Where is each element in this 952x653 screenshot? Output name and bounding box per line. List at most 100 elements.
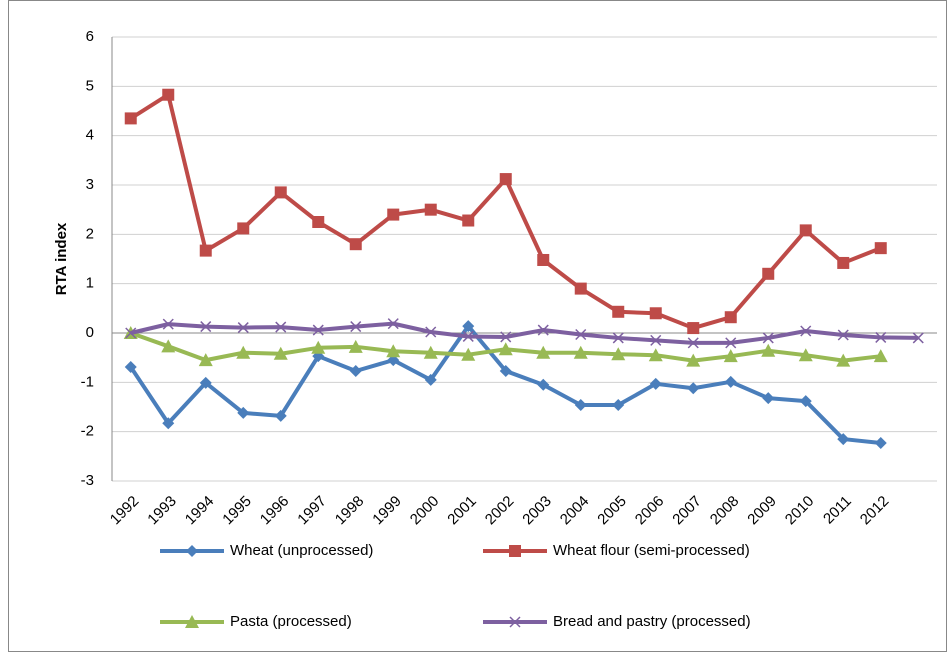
marker	[162, 88, 175, 101]
marker	[837, 256, 850, 269]
marker	[349, 364, 362, 377]
y-tick-label: -3	[81, 472, 94, 489]
marker	[312, 324, 324, 336]
y-tick-label: 0	[86, 324, 94, 341]
marker	[237, 322, 249, 334]
marker	[274, 186, 287, 199]
marker	[200, 321, 212, 333]
marker	[686, 353, 701, 367]
legend-label: Wheat flour (semi-processed)	[553, 542, 750, 559]
marker	[575, 328, 587, 341]
chart-border	[8, 0, 947, 652]
marker	[837, 329, 849, 341]
marker	[725, 337, 737, 349]
marker	[611, 347, 626, 361]
y-tick-label: 1	[86, 275, 94, 292]
marker	[312, 216, 325, 228]
marker	[275, 321, 287, 333]
marker	[349, 238, 362, 251]
marker	[199, 376, 212, 389]
marker	[799, 224, 812, 237]
legend-entry: Wheat (unprocessed)	[160, 542, 373, 559]
marker	[687, 337, 699, 349]
marker	[573, 345, 588, 359]
marker	[799, 395, 812, 408]
legend-label: Wheat (unprocessed)	[230, 542, 373, 559]
marker	[387, 318, 399, 330]
series-line	[130, 321, 919, 345]
marker	[836, 353, 851, 367]
marker	[724, 311, 737, 324]
marker	[837, 433, 850, 446]
marker	[499, 364, 512, 377]
marker	[125, 327, 137, 339]
marker	[800, 325, 812, 337]
marker	[350, 321, 362, 333]
marker	[236, 345, 251, 359]
marker	[124, 361, 137, 374]
marker	[462, 214, 475, 227]
y-tick-label: -1	[81, 373, 94, 390]
marker	[185, 615, 199, 628]
y-tick-label: 2	[86, 225, 94, 242]
marker	[162, 417, 175, 430]
marker	[648, 348, 663, 362]
marker	[499, 173, 512, 186]
marker	[386, 344, 401, 358]
marker	[311, 340, 326, 354]
y-tick-label: 4	[86, 127, 94, 144]
marker	[462, 330, 474, 342]
marker	[649, 307, 662, 320]
marker	[874, 242, 887, 255]
marker	[762, 392, 775, 405]
marker	[873, 349, 888, 363]
marker	[537, 324, 549, 336]
marker	[536, 345, 551, 359]
marker	[687, 382, 700, 395]
marker	[723, 349, 738, 363]
marker	[875, 331, 887, 343]
marker	[650, 334, 662, 346]
marker	[161, 339, 176, 353]
y-tick-label: 5	[86, 77, 94, 94]
marker	[509, 545, 521, 557]
marker	[912, 332, 924, 344]
marker	[237, 222, 250, 235]
y-axis-label: RTA index	[53, 222, 70, 295]
marker	[649, 377, 662, 390]
y-tick-label: -2	[81, 423, 94, 440]
marker	[724, 375, 737, 388]
marker	[199, 244, 212, 257]
marker	[237, 406, 250, 419]
marker	[687, 322, 700, 335]
marker	[612, 332, 624, 344]
legend-label: Bread and pastry (processed)	[553, 613, 751, 630]
marker	[198, 353, 213, 367]
marker	[186, 545, 198, 557]
legend-entry: Wheat flour (semi-processed)	[483, 542, 750, 559]
marker	[509, 616, 521, 628]
marker	[537, 378, 550, 391]
legend-entry: Bread and pastry (processed)	[483, 613, 751, 630]
legend-label: Pasta (processed)	[230, 613, 352, 630]
y-tick-label: 3	[86, 176, 94, 193]
marker	[500, 331, 512, 343]
marker	[612, 305, 625, 318]
marker	[273, 346, 288, 360]
marker	[574, 282, 587, 295]
legend-entry: Pasta (processed)	[160, 613, 352, 630]
marker	[874, 437, 887, 450]
marker	[537, 253, 550, 266]
marker	[425, 326, 437, 338]
marker	[762, 267, 775, 280]
marker	[461, 347, 476, 361]
marker	[348, 339, 363, 353]
marker	[424, 373, 437, 386]
marker	[574, 399, 587, 412]
marker	[762, 332, 774, 344]
marker	[274, 409, 287, 422]
marker	[612, 399, 625, 412]
y-tick-label: 6	[86, 28, 94, 45]
marker	[761, 343, 776, 357]
